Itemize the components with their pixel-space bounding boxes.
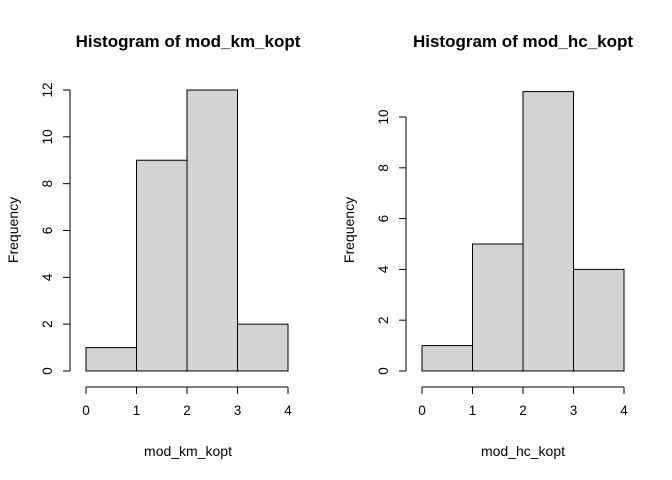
bars: [85, 89, 289, 372]
histogram-bar: [522, 91, 574, 372]
histogram-bar: [85, 347, 137, 372]
x-tick-label: 2: [183, 403, 191, 418]
y-axis: 0 2 4 6 8 10: [376, 109, 407, 375]
y-tick-label: 4: [40, 273, 55, 281]
histogram-bar: [136, 159, 188, 372]
x-axis-label: mod_km_kopt: [144, 443, 232, 459]
y-tick-label: 4: [376, 265, 391, 273]
chart-title: Histogram of mod_km_kopt: [76, 32, 301, 51]
x-tick-label: 0: [82, 403, 90, 418]
y-tick-label: 2: [40, 320, 55, 328]
histogram-panel-hc: Histogram of mod_hc_kopt mod_hc_kopt Fre…: [341, 32, 633, 459]
histogram-bar: [186, 89, 238, 372]
y-tick-label: 10: [40, 129, 55, 144]
x-tick-label: 3: [570, 403, 578, 418]
histogram-bar: [573, 268, 625, 372]
x-tick-label: 1: [469, 403, 477, 418]
histogram-bar: [472, 243, 524, 372]
x-axis: 0 1 2 3 4: [82, 386, 292, 418]
x-tick-label: 3: [234, 403, 242, 418]
chart-title: Histogram of mod_hc_kopt: [413, 32, 633, 51]
x-tick-label: 1: [133, 403, 141, 418]
bars: [421, 91, 625, 372]
y-tick-label: 0: [40, 367, 55, 375]
y-tick-label: 0: [376, 367, 391, 375]
y-tick-label: 8: [40, 180, 55, 188]
y-tick-label: 8: [376, 164, 391, 172]
histogram-panel-km: Histogram of mod_km_kopt mod_km_kopt Fre…: [5, 32, 301, 459]
y-tick-label: 6: [376, 215, 391, 223]
histogram-bar: [237, 323, 289, 372]
y-tick-label: 10: [376, 109, 391, 124]
y-tick-label: 12: [40, 82, 55, 97]
x-tick-label: 4: [620, 403, 628, 418]
y-tick-label: 6: [40, 227, 55, 235]
x-axis: 0 1 2 3 4: [418, 386, 628, 418]
histogram-bar: [421, 345, 473, 372]
x-tick-label: 2: [519, 403, 527, 418]
x-axis-label: mod_hc_kopt: [481, 443, 565, 459]
y-axis-label: Frequency: [341, 197, 357, 263]
y-tick-label: 2: [376, 316, 391, 324]
y-axis-label: Frequency: [5, 197, 21, 263]
x-tick-label: 4: [284, 403, 292, 418]
y-axis: 0 2 4 6 8 10 12: [40, 82, 71, 375]
x-tick-label: 0: [418, 403, 426, 418]
